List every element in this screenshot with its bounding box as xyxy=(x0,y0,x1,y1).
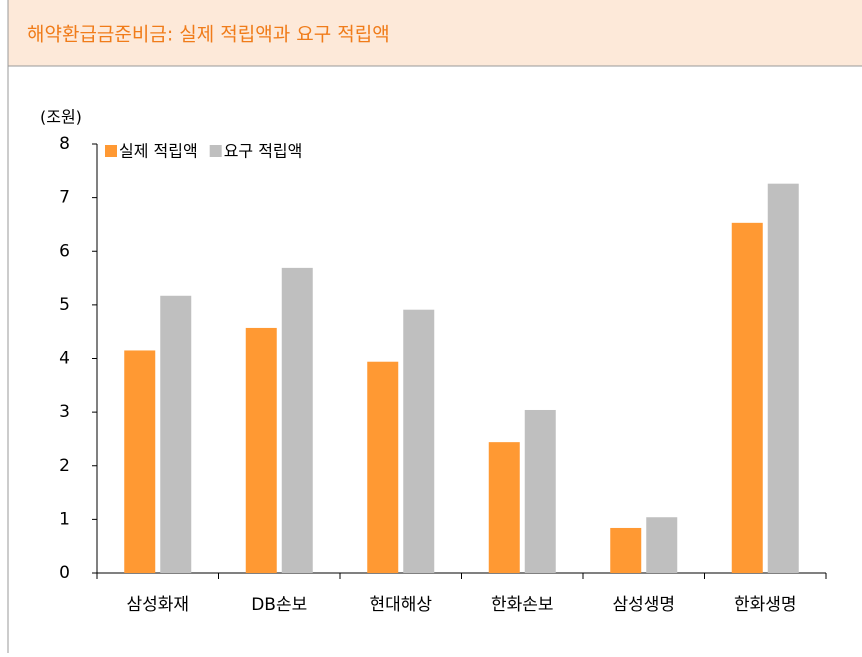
x-tick-label: 삼성화재 xyxy=(126,595,189,615)
y-tick-label: 1 xyxy=(59,509,70,529)
x-tick-label: 삼성생명 xyxy=(612,595,675,615)
bar xyxy=(731,222,763,574)
bar xyxy=(124,350,156,573)
x-tick-label: 한화생명 xyxy=(734,595,797,615)
y-tick-label: 0 xyxy=(59,563,70,583)
y-tick-label: 6 xyxy=(59,241,70,261)
chart-title: 해약환급금준비금: 실제 적립액과 요구 적립액 xyxy=(27,24,390,46)
y-tick-label: 4 xyxy=(59,349,70,369)
bar xyxy=(646,517,678,573)
x-tick-label: DB손보 xyxy=(251,595,307,615)
legend-swatch xyxy=(105,145,117,157)
bar xyxy=(367,361,399,573)
bar xyxy=(488,442,520,573)
header-band xyxy=(8,0,862,66)
bar xyxy=(767,183,799,573)
bar xyxy=(403,309,435,573)
y-tick-label: 7 xyxy=(59,188,70,208)
bar xyxy=(160,295,192,573)
y-axis-label: (조원) xyxy=(40,108,82,127)
legend-swatch xyxy=(209,145,222,157)
x-tick-label: 한화손보 xyxy=(491,595,554,615)
x-tick-label: 현대해상 xyxy=(369,595,432,615)
y-tick-label: 2 xyxy=(59,456,70,476)
bar xyxy=(245,327,277,573)
y-tick-label: 5 xyxy=(59,295,70,315)
y-tick-label: 3 xyxy=(59,402,70,422)
legend-label: 실제 적립액 xyxy=(119,142,198,161)
y-tick-label: 8 xyxy=(59,134,70,154)
bar xyxy=(610,527,642,573)
legend-label: 요구 적립액 xyxy=(224,142,303,161)
bar xyxy=(524,409,556,573)
bar xyxy=(281,267,313,573)
